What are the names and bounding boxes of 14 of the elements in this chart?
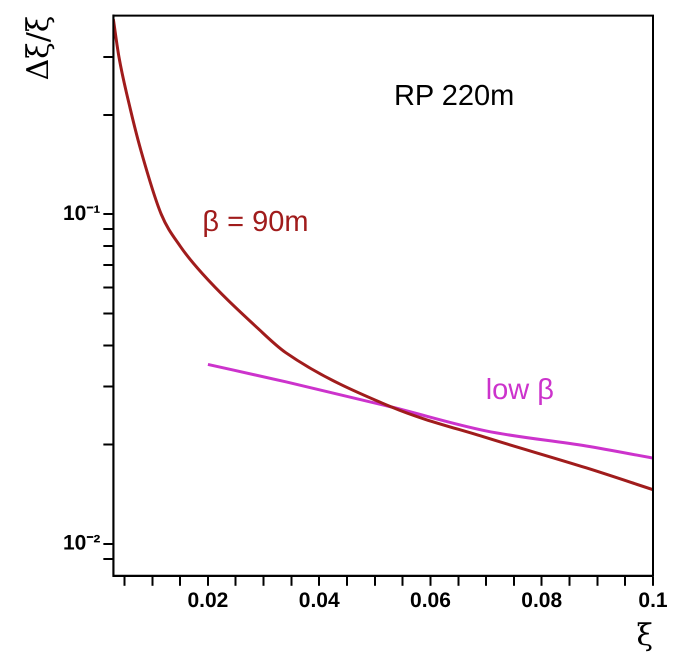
line-series <box>113 18 653 492</box>
x-tick-label: 0.04 <box>298 589 340 612</box>
x-tick-label: 0.08 <box>521 589 562 612</box>
series-label: low β <box>486 374 554 406</box>
y-tick-label: 10⁻² <box>62 532 100 555</box>
y-tick-label: 10⁻¹ <box>62 202 100 225</box>
x-tick-label: 0.1 <box>638 589 668 612</box>
x-tick-label: 0.06 <box>410 589 451 612</box>
x-tick-label: 0.02 <box>187 589 228 612</box>
x-axis-title: ξ <box>636 618 653 653</box>
line-series <box>206 362 653 460</box>
annotation: RP 220m <box>394 80 514 112</box>
series-label: β = 90m <box>202 206 309 238</box>
y-axis-title: Δξ/ξ <box>20 16 56 80</box>
